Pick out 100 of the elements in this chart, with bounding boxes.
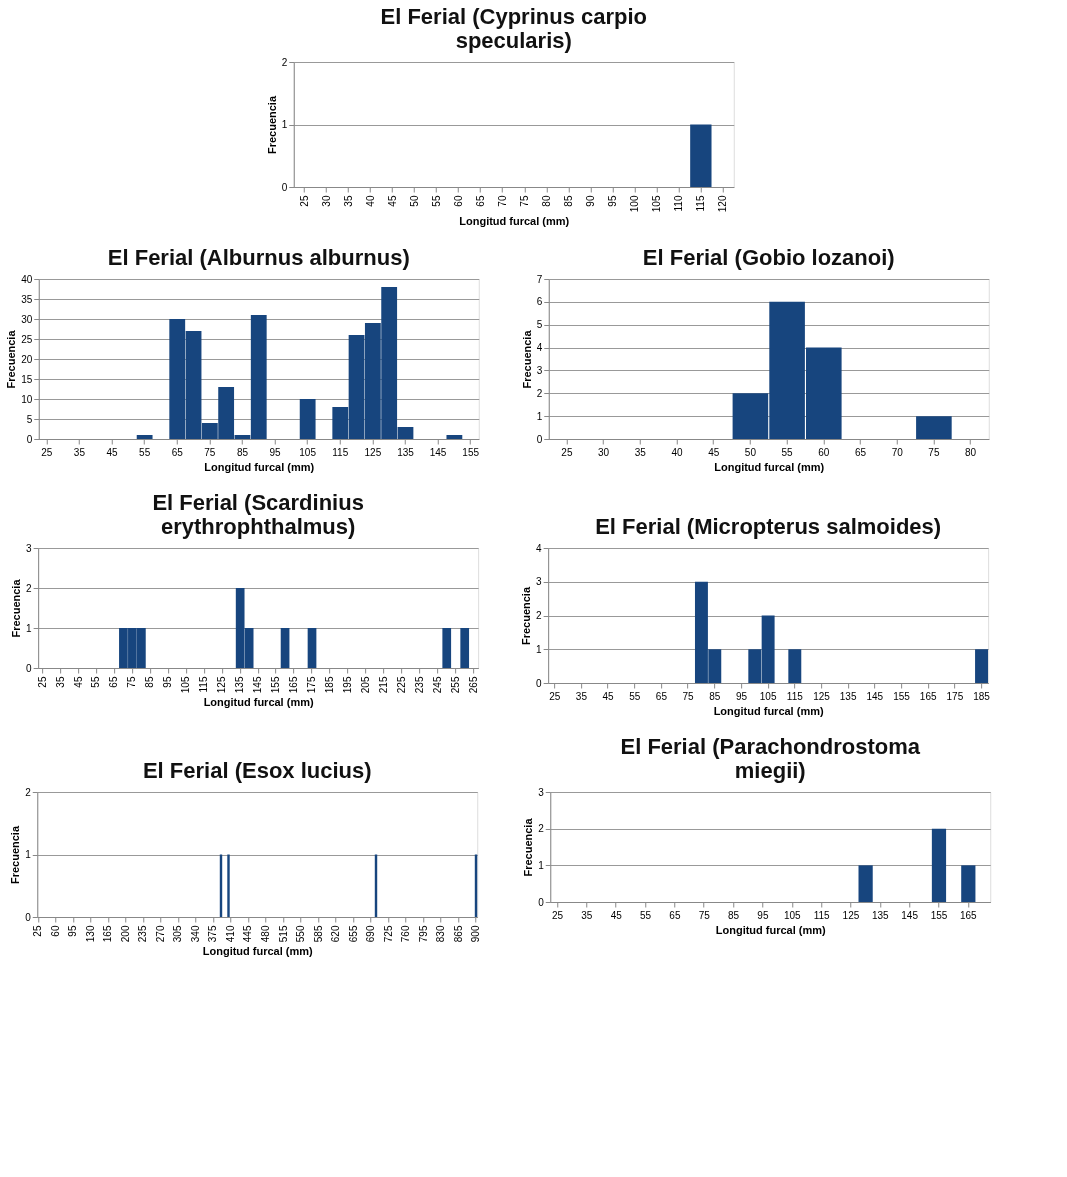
chart-title: El Ferial (Gobio lozanoi) [642,245,895,270]
y-axis-title: Frecuencia [520,329,533,389]
x-tick-label: 200 [119,925,131,943]
y-tick-label: 35 [21,293,33,305]
x-tick-label: 95 [67,925,79,937]
x-tick-label: 55 [90,676,102,688]
y-tick-label: 2 [25,786,32,798]
x-tick-label: 135 [234,676,246,694]
y-tick-label: 4 [536,342,543,354]
x-tick-label: 55 [430,195,442,207]
chart-title: El Ferial (Scardinius erythrophthalmus) [152,490,364,539]
y-tick-label: 0 [536,433,543,445]
y-tick-label: 5 [536,319,543,331]
y-tick-label: 1 [26,622,33,634]
x-tick-label: 25 [41,446,53,458]
y-tick-label: 2 [536,387,543,399]
y-axis-title: Frecuencia [10,578,23,638]
x-tick-label: 145 [252,676,264,694]
y-tick-label: 7 [536,273,543,285]
x-tick-label: 35 [342,195,354,207]
x-tick-label: 45 [106,446,119,458]
x-tick-label: 95 [757,909,769,921]
x-tick-label: 655 [347,925,359,943]
x-tick-label: 375 [207,925,219,943]
x-tick-label: 25 [36,676,48,688]
x-tick-label: 25 [561,446,573,458]
x-tick-label: 95 [606,195,618,207]
x-tick-label: 120 [716,195,728,213]
x-tick-label: 145 [901,909,919,921]
x-tick-label: 55 [139,446,151,458]
x-tick-label: 585 [312,925,324,943]
x-tick-label: 65 [669,909,681,921]
x-axis-title: Longitud furcal (mm) [459,215,570,228]
x-tick-label: 75 [518,195,530,207]
x-tick-label: 135 [871,909,890,921]
x-tick-label: 125 [216,676,228,694]
x-tick-label: 165 [102,925,114,943]
y-tick-label: 0 [26,662,33,674]
y-tick-label: 10 [21,393,33,405]
x-tick-label: 65 [108,676,120,688]
y-tick-label: 2 [538,823,545,835]
y-tick-label: 0 [281,181,288,193]
x-tick-label: 145 [429,446,447,458]
bar [446,435,463,439]
y-tick-label: 2 [26,582,33,594]
x-tick-label: 105 [299,446,317,458]
x-tick-label: 165 [919,690,937,702]
x-tick-label: 65 [854,446,867,458]
x-tick-label: 75 [928,446,940,458]
y-tick-label: 5 [26,413,33,425]
x-tick-label: 110 [672,195,684,212]
x-tick-label: 135 [839,690,857,702]
y-tick-label: 1 [25,849,32,860]
x-tick-label: 85 [236,446,249,458]
y-tick-label: 15 [21,373,33,385]
y-tick-label: 1 [538,859,545,871]
y-tick-label: 0 [25,911,32,923]
x-tick-label: 195 [341,676,353,694]
x-tick-label: 145 [866,690,884,702]
bar [299,399,316,439]
chart-title: El Ferial (Micropterus salmoides) [595,514,942,539]
y-tick-label: 30 [21,313,33,325]
x-tick-label: 65 [655,690,668,702]
y-tick-label: 1 [536,643,543,655]
x-tick-label: 900 [470,925,482,943]
y-axis-title: Frecuencia [5,329,18,389]
x-tick-label: 45 [602,690,615,702]
y-tick-label: 1 [536,410,543,422]
x-tick-label: 155 [893,690,911,702]
x-tick-label: 795 [417,925,429,943]
x-tick-label: 125 [813,690,831,702]
y-tick-label: 0 [26,433,33,445]
x-tick-label: 95 [162,676,174,688]
x-tick-label: 35 [581,909,593,921]
x-tick-label: 620 [330,925,341,943]
x-tick-label: 185 [973,690,991,702]
y-tick-label: 2 [536,610,543,621]
y-axis-title: Frecuencia [265,95,278,155]
x-tick-label: 50 [744,446,757,458]
y-tick-label: 40 [21,273,33,285]
x-tick-label: 235 [413,676,425,694]
x-tick-label: 100 [628,195,640,213]
x-tick-label: 65 [474,195,486,207]
x-tick-label: 550 [295,925,306,943]
bar [788,649,802,683]
x-tick-label: 105 [783,909,802,921]
x-axis-title: Longitud furcal (mm) [713,704,824,717]
x-tick-label: 235 [137,925,149,943]
x-tick-label: 165 [288,676,300,694]
chart-title: El Ferial (Esox lucius) [142,758,372,783]
x-tick-label: 75 [698,909,711,921]
x-axis-title: Longitud furcal (mm) [714,460,825,473]
x-tick-label: 115 [786,690,804,702]
x-tick-label: 45 [386,195,398,207]
x-tick-label: 205 [359,676,371,694]
x-tick-label: 80 [540,195,552,207]
x-tick-label: 125 [364,446,382,458]
y-tick-label: 6 [536,296,543,308]
y-tick-label: 25 [21,333,33,345]
bar [136,435,153,439]
